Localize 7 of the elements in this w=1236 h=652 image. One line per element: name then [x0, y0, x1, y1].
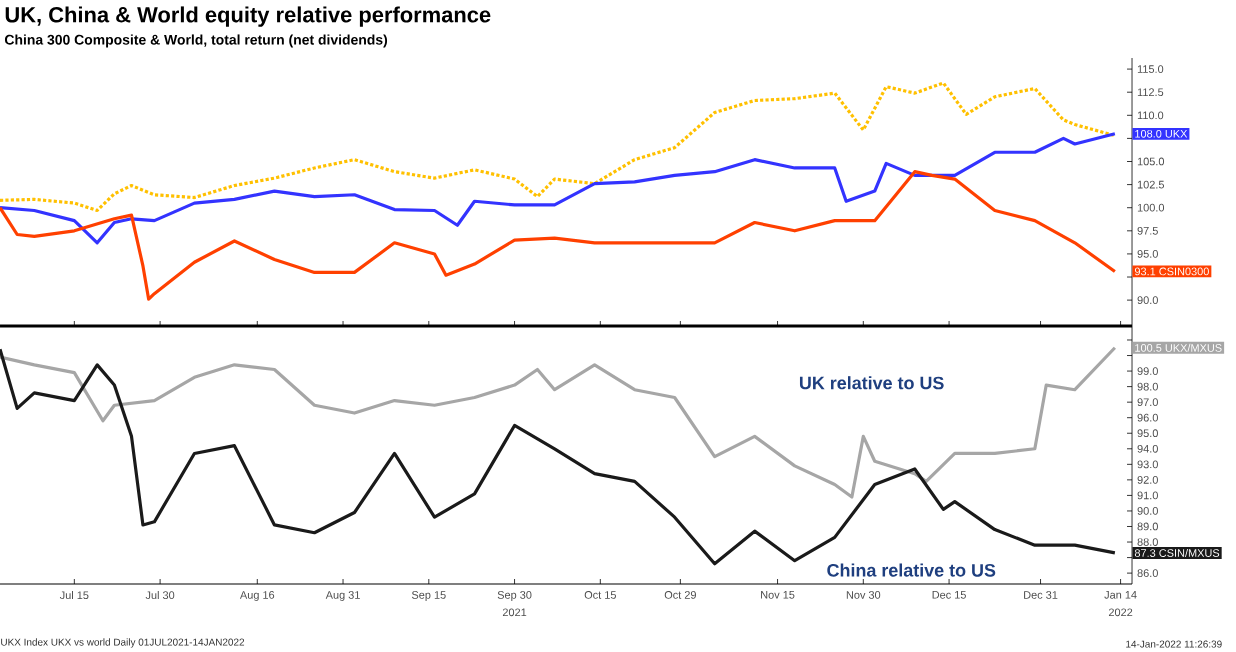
line-series: [0, 346, 1117, 499]
annotation: China relative to US: [827, 563, 996, 577]
line-series: [0, 347, 1117, 566]
line-series: [0, 81, 1117, 213]
chart-title: UK, China & World equity relative performance: [5, 6, 491, 27]
line-series: [0, 132, 1117, 245]
annotation: UK relative to US: [799, 376, 944, 390]
